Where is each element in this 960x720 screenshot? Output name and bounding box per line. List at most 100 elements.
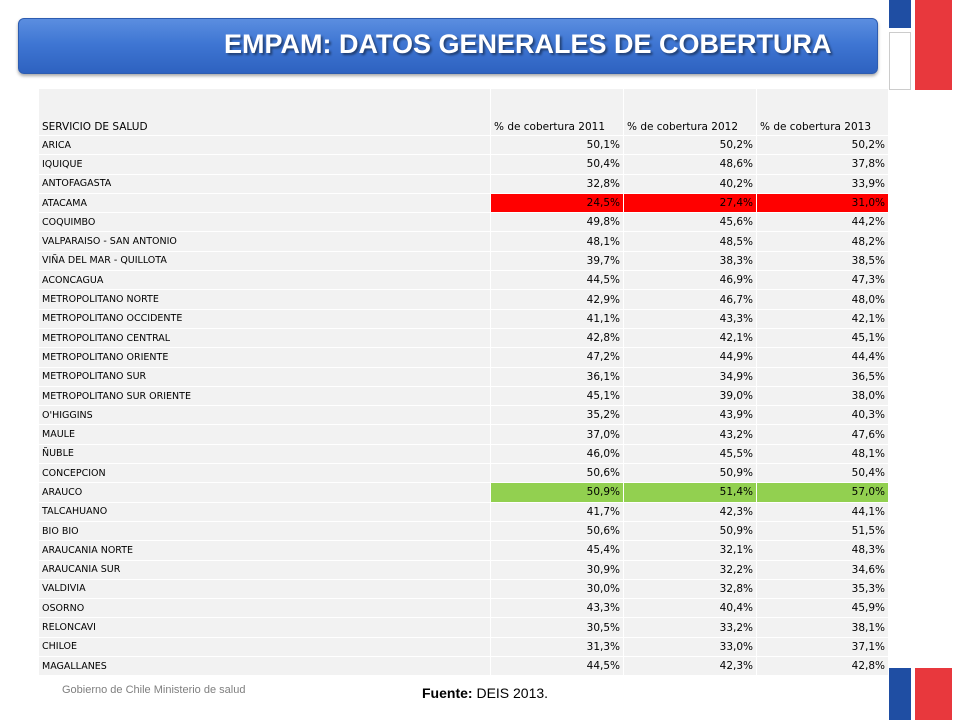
value-2013: 37,1% xyxy=(756,636,889,658)
header-2013: % de cobertura 2013 xyxy=(756,88,889,136)
value-2011: 43,3% xyxy=(490,598,624,619)
value-2011: 24,5% xyxy=(490,192,624,214)
value-2011: 45,1% xyxy=(490,385,624,407)
value-2011: 37,0% xyxy=(490,424,624,445)
footer-organization: Gobierno de Chile Ministerio de salud xyxy=(62,684,246,696)
row-name: METROPOLITANO NORTE xyxy=(38,289,491,310)
row-name: ACONCAGUA xyxy=(38,270,491,291)
value-2013: 33,9% xyxy=(756,173,889,194)
table-row: O'HIGGINS 35,2% 43,9% 40,3% xyxy=(38,405,889,426)
table-row: ARAUCO 50,9% 51,4% 57,0% xyxy=(38,482,889,503)
table-row: MAULE 37,0% 43,2% 47,6% xyxy=(38,424,889,445)
row-name: METROPOLITANO ORIENTE xyxy=(38,347,491,368)
value-2012: 46,7% xyxy=(623,289,757,310)
value-2012: 33,0% xyxy=(623,636,757,658)
value-2013: 31,0% xyxy=(756,192,889,214)
table-row: MAGALLANES 44,5% 42,3% 42,8% xyxy=(38,656,889,677)
value-2012: 42,3% xyxy=(623,501,757,522)
value-2013: 34,6% xyxy=(756,559,889,580)
table-row: RELONCAVI 30,5% 33,2% 38,1% xyxy=(38,617,889,638)
value-2012: 38,3% xyxy=(623,250,757,272)
row-name: METROPOLITANO SUR xyxy=(38,366,491,387)
value-2012: 42,3% xyxy=(623,656,757,677)
table-row: VALDIVIA 30,0% 32,8% 35,3% xyxy=(38,578,889,600)
source-value: DEIS 2013. xyxy=(472,685,549,701)
row-name: ATACAMA xyxy=(38,192,491,214)
table-row: ARAUCANIA NORTE 45,4% 32,1% 48,3% xyxy=(38,540,889,561)
value-2011: 44,5% xyxy=(490,270,624,291)
table-row: METROPOLITANO SUR 36,1% 34,9% 36,5% xyxy=(38,366,889,387)
table-header-row: SERVICIO DE SALUD % de cobertura 2011 % … xyxy=(38,88,889,136)
value-2011: 50,9% xyxy=(490,482,624,503)
value-2013: 44,1% xyxy=(756,501,889,522)
value-2013: 48,0% xyxy=(756,289,889,310)
value-2012: 50,9% xyxy=(623,520,757,542)
value-2013: 38,1% xyxy=(756,617,889,638)
value-2013: 44,2% xyxy=(756,212,889,233)
table-row: VALPARAISO - SAN ANTONIO 48,1% 48,5% 48,2% xyxy=(38,231,889,252)
table-row: IQUIQUE 50,4% 48,6% 37,8% xyxy=(38,154,889,175)
value-2011: 30,5% xyxy=(490,617,624,638)
header-servicio: SERVICIO DE SALUD xyxy=(38,88,491,136)
table-row: ARICA 50,1% 50,2% 50,2% xyxy=(38,134,889,156)
value-2011: 45,4% xyxy=(490,540,624,561)
chile-flag-logo-top xyxy=(889,0,952,90)
value-2011: 31,3% xyxy=(490,636,624,658)
row-name: ARICA xyxy=(38,134,491,156)
table-row: ARAUCANIA SUR 30,9% 32,2% 34,6% xyxy=(38,559,889,580)
row-name: CONCEPCION xyxy=(38,463,491,484)
value-2012: 33,2% xyxy=(623,617,757,638)
value-2011: 42,8% xyxy=(490,327,624,349)
row-name: VALPARAISO - SAN ANTONIO xyxy=(38,231,491,252)
value-2011: 50,4% xyxy=(490,154,624,175)
table-row: METROPOLITANO SUR ORIENTE 45,1% 39,0% 38,0% xyxy=(38,385,889,407)
value-2012: 48,6% xyxy=(623,154,757,175)
table-row: BIO BIO 50,6% 50,9% 51,5% xyxy=(38,520,889,542)
value-2013: 50,4% xyxy=(756,463,889,484)
table-row: METROPOLITANO CENTRAL 42,8% 42,1% 45,1% xyxy=(38,327,889,349)
row-name: BIO BIO xyxy=(38,520,491,542)
value-2013: 36,5% xyxy=(756,366,889,387)
table-row: CONCEPCION 50,6% 50,9% 50,4% xyxy=(38,463,889,484)
value-2012: 39,0% xyxy=(623,385,757,407)
value-2012: 45,6% xyxy=(623,212,757,233)
coverage-table: SERVICIO DE SALUD % de cobertura 2011 % … xyxy=(38,88,889,677)
value-2012: 50,9% xyxy=(623,463,757,484)
value-2013: 40,3% xyxy=(756,405,889,426)
value-2013: 45,9% xyxy=(756,598,889,619)
value-2013: 51,5% xyxy=(756,520,889,542)
header-2011: % de cobertura 2011 xyxy=(490,88,624,136)
value-2013: 37,8% xyxy=(756,154,889,175)
value-2011: 30,9% xyxy=(490,559,624,580)
value-2013: 35,3% xyxy=(756,578,889,600)
header-2012: % de cobertura 2012 xyxy=(623,88,757,136)
value-2011: 49,8% xyxy=(490,212,624,233)
row-name: COQUIMBO xyxy=(38,212,491,233)
value-2013: 47,6% xyxy=(756,424,889,445)
value-2011: 47,2% xyxy=(490,347,624,368)
value-2012: 44,9% xyxy=(623,347,757,368)
value-2012: 43,2% xyxy=(623,424,757,445)
value-2012: 42,1% xyxy=(623,327,757,349)
value-2012: 27,4% xyxy=(623,192,757,214)
value-2013: 48,3% xyxy=(756,540,889,561)
table-row: ACONCAGUA 44,5% 46,9% 47,3% xyxy=(38,270,889,291)
value-2012: 43,3% xyxy=(623,308,757,329)
row-name: OSORNO xyxy=(38,598,491,619)
source-label: Fuente: xyxy=(422,685,473,701)
value-2012: 43,9% xyxy=(623,405,757,426)
row-name: VALDIVIA xyxy=(38,578,491,600)
value-2012: 46,9% xyxy=(623,270,757,291)
row-name: METROPOLITANO SUR ORIENTE xyxy=(38,385,491,407)
value-2012: 32,2% xyxy=(623,559,757,580)
value-2011: 50,1% xyxy=(490,134,624,156)
value-2012: 45,5% xyxy=(623,443,757,465)
row-name: ARAUCANIA SUR xyxy=(38,559,491,580)
value-2011: 35,2% xyxy=(490,405,624,426)
value-2011: 32,8% xyxy=(490,173,624,194)
value-2013: 57,0% xyxy=(756,482,889,503)
value-2012: 34,9% xyxy=(623,366,757,387)
row-name: MAGALLANES xyxy=(38,656,491,677)
row-name: ANTOFAGASTA xyxy=(38,173,491,194)
row-name: IQUIQUE xyxy=(38,154,491,175)
